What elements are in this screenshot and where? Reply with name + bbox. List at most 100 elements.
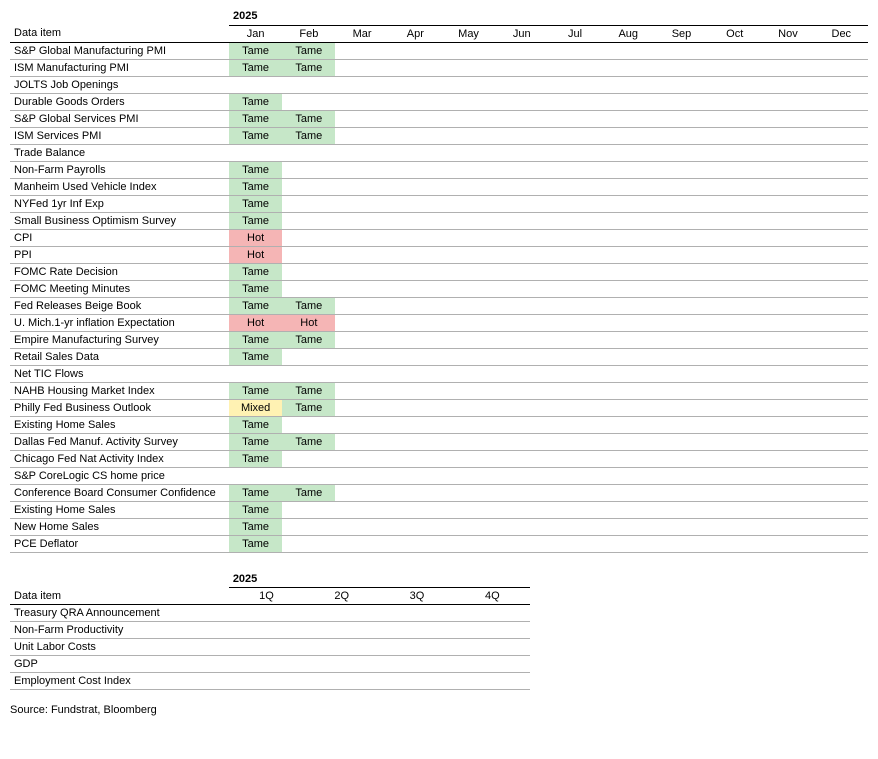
cell [335,331,388,348]
month-header: May [442,25,495,42]
cell [389,280,442,297]
cell [708,365,761,382]
cell [655,314,708,331]
cell [761,331,814,348]
cell [335,484,388,501]
cell [548,246,601,263]
cell [442,365,495,382]
table-row: NYFed 1yr Inf ExpTame [10,195,868,212]
cell [548,195,601,212]
cell [495,212,548,229]
cell [815,331,868,348]
cell [708,382,761,399]
cell [761,161,814,178]
cell [548,450,601,467]
row-label: S&P CoreLogic CS home price [10,467,229,484]
cell [602,535,655,552]
cell [708,501,761,518]
cell [815,229,868,246]
cell [815,212,868,229]
cell [282,144,335,161]
table-row: Existing Home SalesTame [10,416,868,433]
cell [548,467,601,484]
cell [442,518,495,535]
cell: Tame [282,399,335,416]
cell [389,365,442,382]
cell [761,297,814,314]
cell [815,518,868,535]
cell [495,314,548,331]
cell [815,314,868,331]
cell [335,263,388,280]
table-row: PCE DeflatorTame [10,535,868,552]
cell [602,348,655,365]
cell [548,331,601,348]
cell [282,348,335,365]
cell [495,450,548,467]
cell [655,110,708,127]
table-row: Non-Farm PayrollsTame [10,161,868,178]
cell [282,535,335,552]
cell [282,229,335,246]
cell [708,263,761,280]
cell [442,93,495,110]
cell: Tame [229,263,282,280]
cell [602,42,655,59]
cell [495,144,548,161]
cell [495,263,548,280]
cell [548,484,601,501]
cell [229,76,282,93]
cell [282,280,335,297]
q-table-row: Non-Farm Productivity [10,622,530,639]
cell [389,93,442,110]
row-label: FOMC Meeting Minutes [10,280,229,297]
cell [815,348,868,365]
table-row: Empire Manufacturing SurveyTameTame [10,331,868,348]
q-cell [455,605,530,622]
cell: Hot [229,314,282,331]
row-label: Philly Fed Business Outlook [10,399,229,416]
cell [442,110,495,127]
cell [548,59,601,76]
q-cell [455,622,530,639]
quarter-header: 4Q [455,588,530,605]
cell [761,144,814,161]
q-cell [304,622,379,639]
cell [442,42,495,59]
cell [282,450,335,467]
table-row: Existing Home SalesTame [10,501,868,518]
cell [815,42,868,59]
cell [655,76,708,93]
cell [708,246,761,263]
cell [335,501,388,518]
q-row-label: Employment Cost Index [10,673,229,690]
cell [655,127,708,144]
cell [761,59,814,76]
cell [602,93,655,110]
row-label: S&P Global Manufacturing PMI [10,42,229,59]
cell [761,76,814,93]
cell [389,195,442,212]
cell [602,484,655,501]
cell [548,42,601,59]
cell [495,178,548,195]
table-row: Durable Goods OrdersTame [10,93,868,110]
cell [655,212,708,229]
row-label: Trade Balance [10,144,229,161]
cell [815,144,868,161]
q-table-row: Employment Cost Index [10,673,530,690]
row-label: Net TIC Flows [10,365,229,382]
cell [335,59,388,76]
table-row: Dallas Fed Manuf. Activity SurveyTameTam… [10,433,868,450]
cell [548,416,601,433]
cell: Tame [229,110,282,127]
cell [442,280,495,297]
cell [495,501,548,518]
cell [655,144,708,161]
cell: Hot [229,229,282,246]
q-cell [304,639,379,656]
cell [229,467,282,484]
cell [708,127,761,144]
cell [335,433,388,450]
cell: Tame [229,501,282,518]
